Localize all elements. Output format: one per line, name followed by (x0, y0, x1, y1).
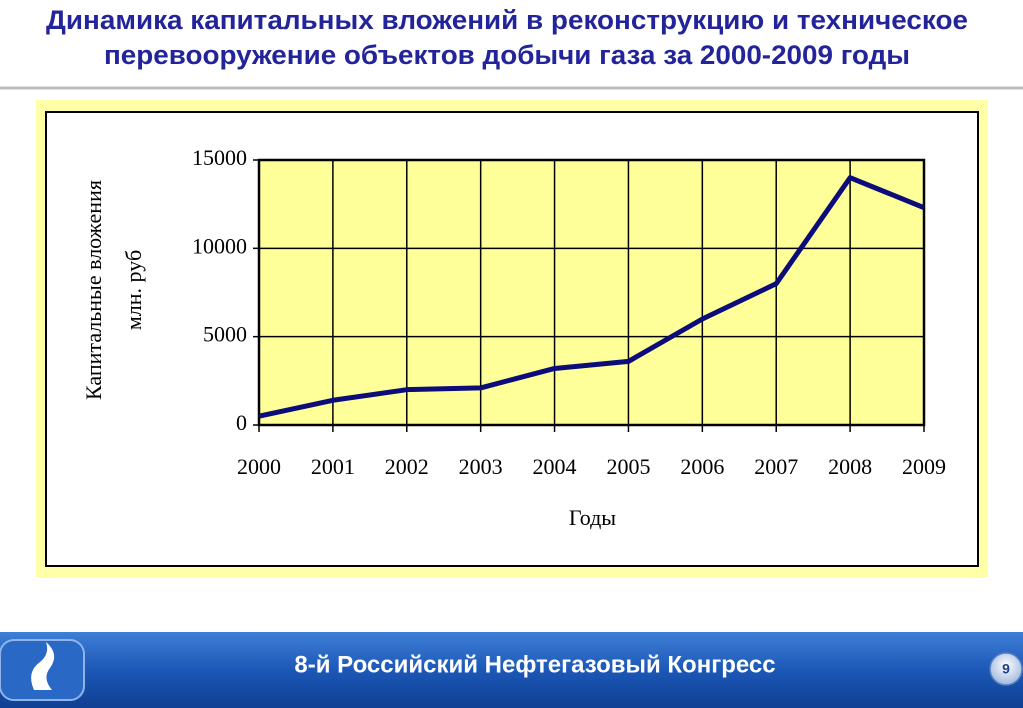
page-number: 9 (1002, 661, 1010, 677)
chart: 0 5000 10000 15000 2000 2001 2002 2003 2004 2005 2… (81, 145, 946, 530)
x-axis-label: Годы (569, 505, 616, 530)
y-axis-label: млн. руб (121, 250, 146, 330)
x-tick-label: 2004 (533, 454, 577, 479)
plot-border (257, 158, 926, 427)
data-line (258, 175, 925, 419)
y-axis-label: Капитальные вложения (81, 180, 106, 400)
x-tick-label: 2005 (606, 454, 650, 479)
y-tick-label: 15000 (192, 145, 247, 170)
footer-bar (0, 632, 1023, 708)
x-tick-label: 2001 (311, 454, 355, 479)
logo (31, 642, 55, 690)
y-tick-label: 10000 (192, 233, 247, 258)
title-line: перевооружение объектов добычи газа за 2… (104, 40, 910, 70)
x-tick-label: 2006 (680, 454, 724, 479)
plot-area (259, 160, 924, 425)
x-tick-label: 2000 (237, 454, 281, 479)
title-line: Динамика капитальных вложений в реконстр… (46, 5, 968, 35)
y-tick-label: 0 (236, 410, 247, 435)
x-tick-label: 2007 (754, 454, 798, 479)
x-tick-label: 2008 (828, 454, 872, 479)
x-tick-label: 2003 (459, 454, 503, 479)
x-tick-label: 2002 (385, 454, 429, 479)
page-badge (989, 652, 1023, 686)
y-tick-label: 5000 (203, 322, 247, 347)
footer-text: 8-й Российский Нефтегазовый Конгресс (294, 651, 775, 678)
x-tick-label: 2009 (902, 454, 946, 479)
